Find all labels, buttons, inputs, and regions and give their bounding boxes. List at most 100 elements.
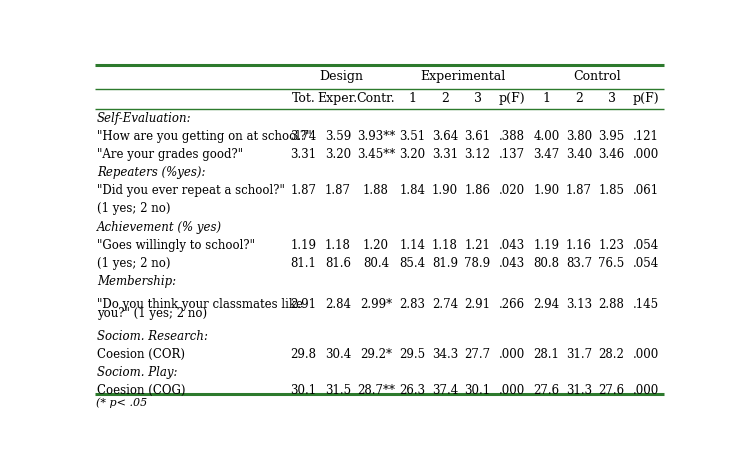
- Text: "Are your grades good?": "Are your grades good?": [97, 148, 243, 161]
- Text: 1.19: 1.19: [290, 239, 316, 252]
- Text: 3.47: 3.47: [533, 148, 559, 161]
- Text: Design: Design: [319, 70, 364, 84]
- Text: 3.51: 3.51: [399, 130, 426, 143]
- Text: 81.1: 81.1: [290, 257, 316, 270]
- Text: "Did you ever repeat a school?": "Did you ever repeat a school?": [97, 184, 285, 197]
- Text: 80.4: 80.4: [363, 257, 389, 270]
- Text: Tot.: Tot.: [292, 92, 316, 105]
- Text: 30.1: 30.1: [465, 384, 491, 397]
- Text: Experimental: Experimental: [420, 70, 505, 84]
- Text: 28.7**: 28.7**: [357, 384, 395, 397]
- Text: "How are you getting on at school?": "How are you getting on at school?": [97, 130, 312, 143]
- Text: Contr.: Contr.: [356, 92, 395, 105]
- Text: 81.6: 81.6: [324, 257, 351, 270]
- Text: 3.80: 3.80: [566, 130, 592, 143]
- Text: 3.46: 3.46: [599, 148, 624, 161]
- Text: 28.2: 28.2: [599, 348, 624, 361]
- Text: 2.91: 2.91: [465, 298, 491, 311]
- Text: .020: .020: [499, 184, 525, 197]
- Text: 2.99*: 2.99*: [360, 298, 392, 311]
- Text: 78.9: 78.9: [465, 257, 491, 270]
- Text: 2: 2: [575, 92, 583, 105]
- Text: 1.88: 1.88: [363, 184, 389, 197]
- Text: .054: .054: [633, 257, 659, 270]
- Text: 27.6: 27.6: [599, 384, 624, 397]
- Text: 80.8: 80.8: [534, 257, 559, 270]
- Text: Sociom. Research:: Sociom. Research:: [97, 330, 208, 343]
- Text: Sociom. Play:: Sociom. Play:: [97, 366, 177, 379]
- Text: .137: .137: [499, 148, 525, 161]
- Text: 1.23: 1.23: [599, 239, 624, 252]
- Text: .121: .121: [633, 130, 659, 143]
- Text: 31.7: 31.7: [566, 348, 592, 361]
- Text: 3: 3: [607, 92, 616, 105]
- Text: .388: .388: [499, 130, 525, 143]
- Text: 3: 3: [474, 92, 482, 105]
- Text: 27.6: 27.6: [534, 384, 559, 397]
- Text: 3.20: 3.20: [324, 148, 351, 161]
- Text: Repeaters (%yes):: Repeaters (%yes):: [97, 166, 205, 179]
- Text: 3.31: 3.31: [290, 148, 316, 161]
- Text: 3.40: 3.40: [566, 148, 592, 161]
- Text: 1.85: 1.85: [599, 184, 624, 197]
- Text: (* p< .05: (* p< .05: [96, 398, 148, 408]
- Text: 81.9: 81.9: [432, 257, 458, 270]
- Text: 4.00: 4.00: [533, 130, 559, 143]
- Text: Self-Evaluation:: Self-Evaluation:: [97, 112, 191, 124]
- Text: 3.93**: 3.93**: [357, 130, 395, 143]
- Text: Exper.: Exper.: [318, 92, 358, 105]
- Text: 2: 2: [441, 92, 449, 105]
- Text: 1.90: 1.90: [534, 184, 559, 197]
- Text: 1.21: 1.21: [465, 239, 491, 252]
- Text: 3.12: 3.12: [465, 148, 491, 161]
- Text: 2.88: 2.88: [599, 298, 624, 311]
- Text: (1 yes; 2 no): (1 yes; 2 no): [97, 257, 171, 270]
- Text: .043: .043: [499, 239, 525, 252]
- Text: p(F): p(F): [633, 92, 659, 105]
- Text: 3.13: 3.13: [566, 298, 592, 311]
- Text: 3.59: 3.59: [324, 130, 351, 143]
- Text: 1.19: 1.19: [534, 239, 559, 252]
- Text: 29.2*: 29.2*: [360, 348, 392, 361]
- Text: 31.5: 31.5: [324, 384, 351, 397]
- Text: (1 yes; 2 no): (1 yes; 2 no): [97, 202, 171, 216]
- Text: 1.84: 1.84: [399, 184, 425, 197]
- Text: 2.74: 2.74: [432, 298, 458, 311]
- Text: 3.61: 3.61: [465, 130, 491, 143]
- Text: 3.64: 3.64: [432, 130, 458, 143]
- Text: 31.3: 31.3: [566, 384, 592, 397]
- Text: 28.1: 28.1: [534, 348, 559, 361]
- Text: 1.18: 1.18: [325, 239, 351, 252]
- Text: Coesion (COG): Coesion (COG): [97, 384, 185, 397]
- Text: 29.5: 29.5: [399, 348, 426, 361]
- Text: 29.8: 29.8: [290, 348, 316, 361]
- Text: "Do you think your classmates like: "Do you think your classmates like: [97, 298, 303, 311]
- Text: 2.94: 2.94: [534, 298, 559, 311]
- Text: 85.4: 85.4: [399, 257, 426, 270]
- Text: .000: .000: [499, 348, 525, 361]
- Text: 1.87: 1.87: [566, 184, 592, 197]
- Text: .266: .266: [499, 298, 525, 311]
- Text: 2.84: 2.84: [324, 298, 351, 311]
- Text: 1.86: 1.86: [465, 184, 491, 197]
- Text: 1.90: 1.90: [432, 184, 458, 197]
- Text: "Goes willingly to school?": "Goes willingly to school?": [97, 239, 255, 252]
- Text: 2.91: 2.91: [290, 298, 316, 311]
- Text: .000: .000: [633, 348, 659, 361]
- Text: 34.3: 34.3: [432, 348, 458, 361]
- Text: 2.83: 2.83: [399, 298, 425, 311]
- Text: 1.16: 1.16: [566, 239, 592, 252]
- Text: Coesion (COR): Coesion (COR): [97, 348, 185, 361]
- Text: 3.74: 3.74: [290, 130, 316, 143]
- Text: 26.3: 26.3: [399, 384, 426, 397]
- Text: you?" (1 yes; 2 no): you?" (1 yes; 2 no): [97, 307, 207, 320]
- Text: 1.14: 1.14: [399, 239, 425, 252]
- Text: 30.1: 30.1: [290, 384, 316, 397]
- Text: 37.4: 37.4: [432, 384, 458, 397]
- Text: 30.4: 30.4: [324, 348, 351, 361]
- Text: 1.87: 1.87: [324, 184, 351, 197]
- Text: 76.5: 76.5: [599, 257, 624, 270]
- Text: 1.20: 1.20: [363, 239, 389, 252]
- Text: 1.18: 1.18: [432, 239, 458, 252]
- Text: 83.7: 83.7: [566, 257, 592, 270]
